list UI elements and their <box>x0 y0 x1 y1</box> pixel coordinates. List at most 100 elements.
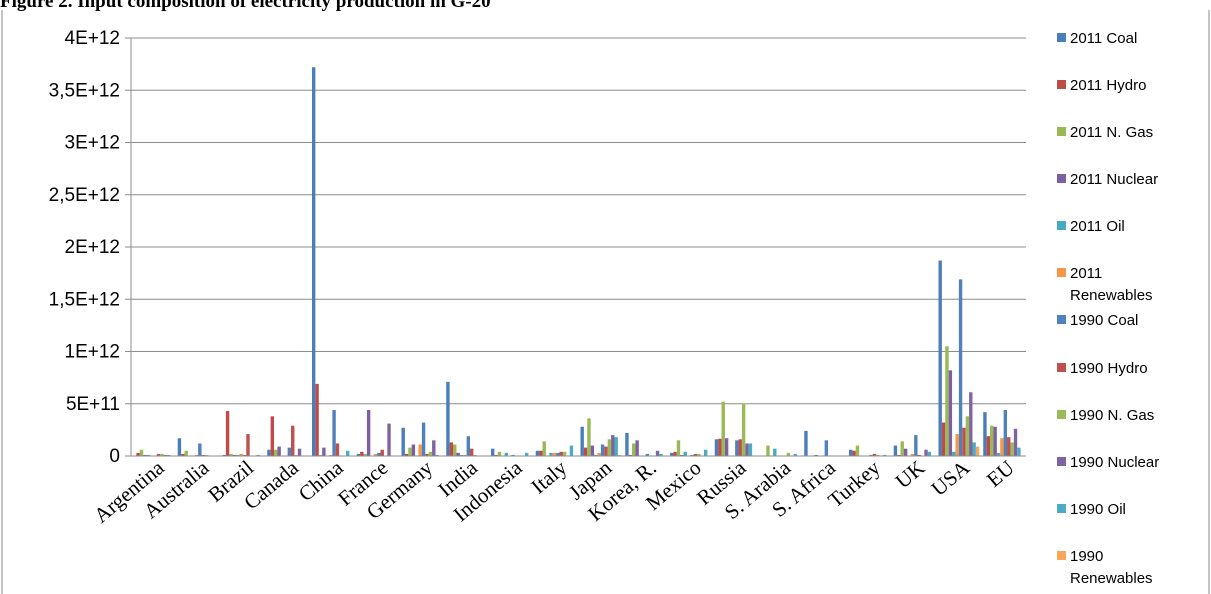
bar <box>587 418 591 456</box>
y-axis: 0 5E+11 1E+12 1,5E+12 2E+12 2,5E+12 3E+12 3,5E+… <box>49 28 132 467</box>
bar <box>177 438 182 456</box>
bar <box>181 453 185 456</box>
bar <box>914 435 918 456</box>
bar <box>194 454 199 456</box>
bar <box>735 440 739 456</box>
bar <box>511 454 515 456</box>
bar <box>363 453 367 456</box>
bar <box>453 444 457 456</box>
bar <box>435 454 439 456</box>
bar <box>969 392 973 456</box>
bar <box>332 410 336 456</box>
bar <box>198 443 202 456</box>
bar <box>617 454 622 456</box>
y-tick-label: 1E+12 <box>65 342 120 363</box>
bar <box>401 427 405 456</box>
bar <box>225 411 230 456</box>
bar <box>1013 428 1018 456</box>
legend-swatch <box>1057 221 1066 230</box>
legend-label: 1990 N. Gas <box>1070 407 1154 424</box>
bar <box>993 426 997 456</box>
bar <box>473 454 477 456</box>
x-tick-label: Turkey <box>823 455 885 512</box>
legend-label: 1990 Nuclear <box>1070 454 1159 471</box>
bars <box>136 67 1021 456</box>
bar <box>958 279 963 456</box>
bar <box>903 448 908 456</box>
bar <box>955 434 959 456</box>
bar <box>322 447 326 456</box>
legend-swatch <box>1057 410 1066 419</box>
bar <box>160 453 164 456</box>
bar <box>504 452 508 456</box>
bar <box>490 448 495 456</box>
bar <box>387 423 391 456</box>
bar <box>425 453 429 456</box>
bar <box>559 451 563 456</box>
bar <box>328 454 333 456</box>
bar <box>446 381 450 456</box>
bar <box>428 451 433 456</box>
bar <box>274 449 278 456</box>
legend-label: 1990 Coal <box>1070 312 1138 329</box>
bar <box>600 444 605 456</box>
legend-label: 2011 Coal <box>1070 30 1137 47</box>
bar <box>580 426 584 456</box>
bar <box>938 260 942 456</box>
bar <box>335 443 340 456</box>
bar <box>635 440 639 456</box>
bar <box>952 451 956 456</box>
bar <box>645 453 650 456</box>
bar <box>676 440 681 456</box>
bar <box>356 453 361 456</box>
bar <box>143 454 147 456</box>
bar <box>1000 438 1004 456</box>
bar <box>814 454 818 456</box>
bar <box>139 449 144 456</box>
legend-swatch <box>1057 33 1066 42</box>
bar <box>876 454 880 456</box>
bar <box>683 451 687 456</box>
legend-label-line1: 1990 <box>1070 548 1103 565</box>
bar <box>494 454 498 456</box>
bar <box>270 416 275 456</box>
bar <box>611 435 615 456</box>
bar <box>242 454 247 456</box>
bar <box>1007 437 1011 456</box>
bar <box>432 440 436 456</box>
legend-label: 2011 N. Gas <box>1070 124 1153 141</box>
bar <box>924 449 928 456</box>
bar <box>972 442 976 456</box>
gridlines <box>131 37 1026 457</box>
y-tick-label: 1,5E+12 <box>49 289 120 310</box>
bar <box>927 451 932 456</box>
bar <box>597 452 601 456</box>
bar <box>408 447 412 456</box>
bar <box>146 454 150 456</box>
legend: 2011 Coal 2011 Hydro 2011 N. Gas 2011 Nucle… <box>1057 30 1159 587</box>
legend-swatch <box>1057 457 1066 466</box>
legend-label: 2011 Oil <box>1070 218 1125 235</box>
bar <box>246 434 250 456</box>
bar <box>411 444 416 456</box>
bar <box>297 448 302 456</box>
bar <box>562 451 567 456</box>
bar <box>1003 410 1008 456</box>
bar <box>466 436 471 456</box>
x-tick-label: UK <box>891 455 930 493</box>
bar <box>897 454 901 456</box>
bar <box>893 445 898 456</box>
bar <box>714 439 719 456</box>
bar <box>229 453 233 456</box>
bar <box>1017 447 1021 456</box>
bar <box>824 440 829 456</box>
legend-swatch <box>1057 551 1066 560</box>
bar <box>524 452 529 456</box>
bar <box>459 454 464 456</box>
bar <box>556 452 560 456</box>
bar <box>404 453 409 456</box>
bar <box>287 447 292 456</box>
bar <box>718 438 722 456</box>
bar <box>680 454 684 456</box>
bar <box>625 433 629 456</box>
